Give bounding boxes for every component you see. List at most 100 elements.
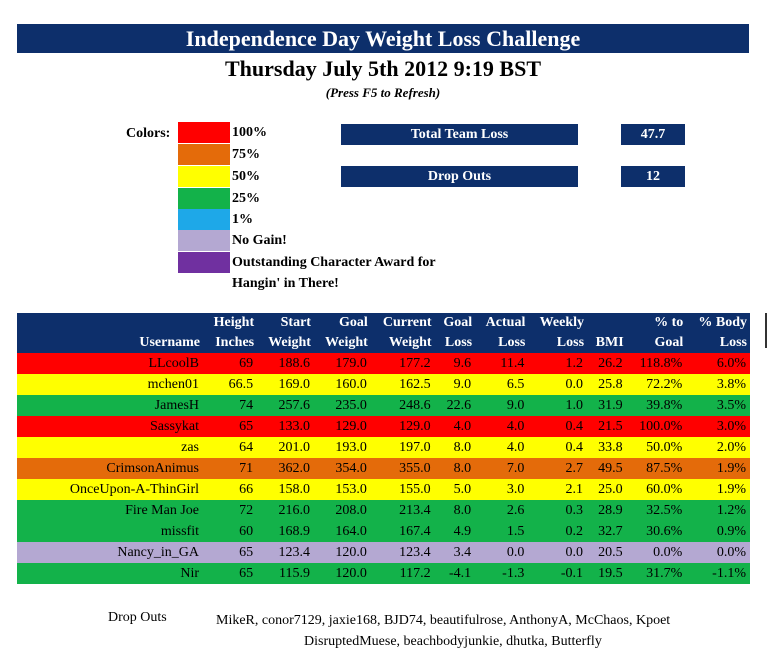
- value-cell: 362.0: [278, 460, 310, 476]
- value-cell: 66: [239, 481, 254, 497]
- value-cell: 9.0: [506, 397, 525, 413]
- value-cell: 0.0: [565, 544, 584, 560]
- col-header-inches: Inches: [203, 333, 258, 353]
- table-row: CrimsonAnimus 71 362.0 354.0 355.0 8.0 7.0 2.7 4…: [17, 458, 750, 479]
- value-cell: 39.8%: [646, 397, 683, 413]
- value-cell: 72.2%: [646, 376, 683, 392]
- col-header-bmi-top: [587, 313, 627, 333]
- value-cell: 0.4: [565, 418, 584, 434]
- value-cell: 162.5: [399, 376, 431, 392]
- col-header-body-loss: Loss: [686, 333, 750, 353]
- col-header-pct-goal: % to: [626, 313, 687, 333]
- table-row: Fire Man Joe 72 216.0 208.0 213.4 8.0 2.6 0.3 28…: [17, 500, 750, 521]
- value-cell: 32.7: [598, 523, 623, 539]
- legend-label-1: 1%: [232, 212, 253, 227]
- value-cell: 74: [239, 397, 254, 413]
- scores-table: Height Start Goal Current Goal Actual We…: [17, 313, 750, 584]
- value-cell: 33.8: [598, 439, 623, 455]
- header-row-bottom: Username Inches Weight Weight Weight Los…: [17, 333, 750, 353]
- table-row: JamesH 74 257.6 235.0 248.6 22.6 9.0 1.0 31.9 39.…: [17, 395, 750, 416]
- value-cell: 248.6: [399, 397, 431, 413]
- legend-label-no-gain: No Gain!: [232, 233, 287, 248]
- legend-label-100: 100%: [232, 125, 267, 140]
- colors-label: Colors:: [126, 126, 171, 141]
- value-cell: 0.0: [506, 544, 525, 560]
- value-cell: 167.4: [399, 523, 431, 539]
- value-cell: 1.9%: [716, 460, 746, 476]
- value-cell: 2.0%: [716, 439, 746, 455]
- username-cell: CrimsonAnimus: [106, 460, 199, 476]
- value-cell: 160.0: [335, 376, 367, 392]
- value-cell: 168.9: [278, 523, 310, 539]
- value-cell: -4.1: [448, 565, 472, 581]
- value-cell: 208.0: [335, 502, 367, 518]
- value-cell: 30.6%: [646, 523, 683, 539]
- dropouts-line-1: MikeR, conor7129, jaxie168, BJD74, beaut…: [216, 613, 671, 628]
- value-cell: 120.0: [335, 565, 367, 581]
- value-cell: 188.6: [278, 355, 310, 371]
- value-cell: 21.5: [598, 418, 623, 434]
- value-cell: 4.0: [506, 439, 525, 455]
- value-cell: 65: [239, 544, 254, 560]
- swatch-100: [178, 122, 230, 143]
- value-cell: 354.0: [335, 460, 367, 476]
- value-cell: 5.0: [453, 481, 472, 497]
- value-cell: 117.2: [399, 565, 431, 581]
- header-row-top: Height Start Goal Current Goal Actual We…: [17, 313, 750, 333]
- table-row: missfit 60 168.9 164.0 167.4 4.9 1.5 0.2 32.7 30.…: [17, 521, 750, 542]
- col-header-actual: Actual: [475, 313, 529, 333]
- value-cell: 4.0: [506, 418, 525, 434]
- value-cell: 4.0: [453, 418, 472, 434]
- value-cell: 8.0: [453, 439, 472, 455]
- value-cell: 129.0: [399, 418, 431, 434]
- value-cell: 8.0: [453, 502, 472, 518]
- value-cell: 72: [239, 502, 254, 518]
- col-header-goal-pct: Goal: [626, 333, 687, 353]
- value-cell: 164.0: [335, 523, 367, 539]
- value-cell: 19.5: [598, 565, 623, 581]
- value-cell: 153.0: [335, 481, 367, 497]
- table-row: Sassykat 65 133.0 129.0 129.0 4.0 4.0 0.4 21.5 10…: [17, 416, 750, 437]
- col-header-weekly: Weekly: [528, 313, 588, 333]
- value-cell: 9.6: [453, 355, 472, 371]
- value-cell: 69: [239, 355, 254, 371]
- value-cell: 4.9: [453, 523, 472, 539]
- username-cell: missfit: [160, 523, 199, 539]
- value-cell: 3.0%: [716, 418, 746, 434]
- value-cell: 22.6: [446, 397, 472, 413]
- value-cell: 257.6: [278, 397, 310, 413]
- value-cell: 28.9: [598, 502, 623, 518]
- value-cell: 201.0: [278, 439, 310, 455]
- username-cell: LLcoolB: [148, 355, 199, 371]
- value-cell: 3.4: [453, 544, 472, 560]
- legend-label-25: 25%: [232, 191, 260, 206]
- value-cell: 235.0: [335, 397, 367, 413]
- value-cell: 60.0%: [646, 481, 683, 497]
- datetime-heading: Thursday July 5th 2012 9:19 BST: [224, 56, 542, 81]
- value-cell: 11.4: [500, 355, 525, 371]
- value-cell: 0.0: [565, 376, 584, 392]
- col-header-bmi: BMI: [587, 333, 627, 353]
- value-cell: 1.0: [565, 397, 584, 413]
- swatch-1: [178, 209, 230, 230]
- value-cell: 158.0: [278, 481, 310, 497]
- score-rows: LLcoolB 69 188.6 179.0 177.2 9.6 11.4 1.2 26.2 11…: [17, 353, 750, 584]
- drop-outs-label: Drop Outs: [341, 166, 578, 187]
- total-team-loss-label: Total Team Loss: [341, 124, 578, 145]
- table-row: Nancy_in_GA 65 123.4 120.0 123.4 3.4 0.0 0.0 20.…: [17, 542, 750, 563]
- value-cell: 3.8%: [716, 376, 746, 392]
- value-cell: 123.4: [278, 544, 310, 560]
- dropouts-label: Drop Outs: [108, 610, 167, 625]
- value-cell: 50.0%: [646, 439, 683, 455]
- value-cell: 26.2: [598, 355, 623, 371]
- swatch-50: [178, 166, 230, 187]
- dropouts-line-2: DisruptedMuese, beachbodyjunkie, dhutka,…: [304, 634, 602, 649]
- value-cell: 100.0%: [639, 418, 683, 434]
- value-cell: 8.0: [453, 460, 472, 476]
- col-header-current-weight: Weight: [370, 333, 435, 353]
- drop-outs-value: 12: [621, 166, 685, 187]
- value-cell: 64: [239, 439, 254, 455]
- value-cell: 2.7: [565, 460, 584, 476]
- col-header-actual-loss: Loss: [475, 333, 529, 353]
- value-cell: 118.8%: [639, 355, 683, 371]
